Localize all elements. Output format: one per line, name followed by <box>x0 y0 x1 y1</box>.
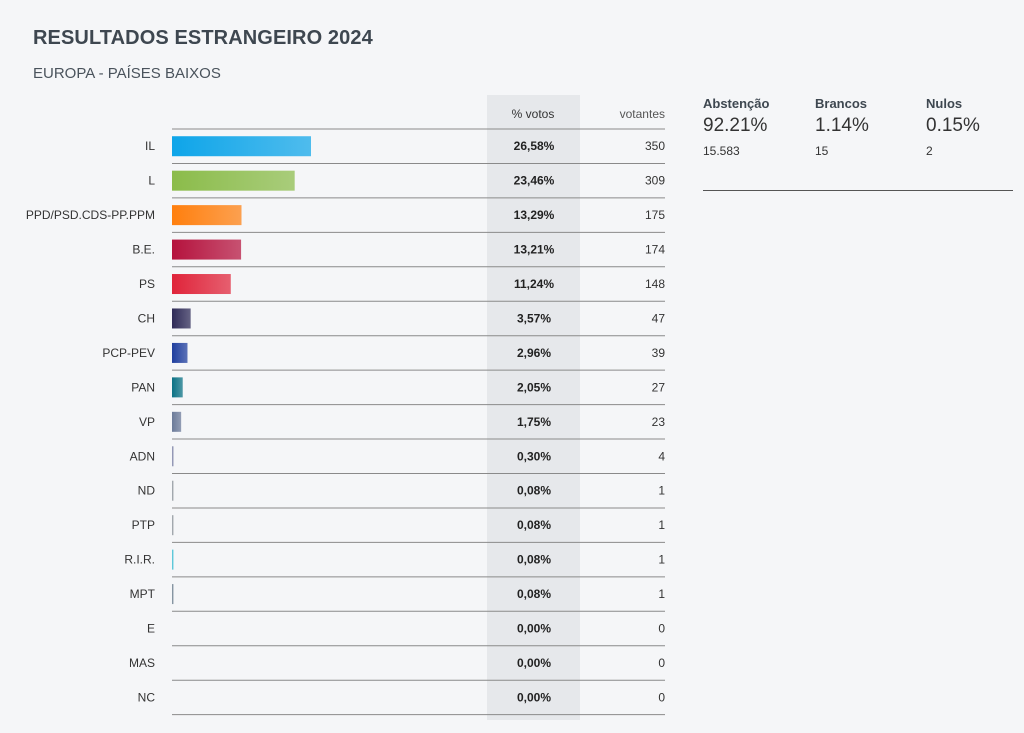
pct-label: 13,21% <box>514 243 555 257</box>
votes-label: 148 <box>645 277 665 291</box>
votes-label: 27 <box>652 380 666 394</box>
bar-r-i-r- <box>172 549 174 570</box>
category-label: B.E. <box>132 243 155 257</box>
votes-label: 309 <box>645 174 665 188</box>
page-subtitle: EUROPA - PAÍSES BAIXOS <box>33 65 221 82</box>
votes-label: 1 <box>658 587 665 601</box>
category-label: IL <box>145 139 155 153</box>
category-label: MAS <box>129 656 155 670</box>
stat-brancos: Brancos 1.14% 15 <box>815 96 925 158</box>
bar-il <box>172 136 311 157</box>
stats-divider <box>703 190 1013 191</box>
category-label: PAN <box>131 380 155 394</box>
bar-ptp <box>172 515 174 536</box>
stat-abstencao: Abstenção 92.21% 15.583 <box>703 96 813 158</box>
stat-count: 2 <box>926 144 933 158</box>
votes-label: 4 <box>658 449 665 463</box>
bar-vp <box>172 411 182 432</box>
category-label: L <box>148 174 155 188</box>
votes-label: 1 <box>658 553 665 567</box>
pct-label: 0,00% <box>517 690 551 704</box>
pct-label: 11,24% <box>514 277 554 291</box>
pct-label: 0,08% <box>517 484 551 498</box>
pct-label: 2,05% <box>517 380 551 394</box>
stat-label: Abstenção <box>703 96 770 111</box>
pct-column-background <box>487 95 580 720</box>
votes-label: 0 <box>658 622 665 636</box>
votes-label: 47 <box>652 311 666 325</box>
pct-column-header: % votos <box>512 107 555 121</box>
page-title: RESULTADOS ESTRANGEIRO 2024 <box>33 27 373 49</box>
category-label: ADN <box>130 449 155 463</box>
pct-label: 3,57% <box>517 311 551 325</box>
bar-ppd-psd-cds-pp-ppm <box>172 205 242 226</box>
results-chart: % votos votantes IL 26,58% 350 L 23,46% 309 PP… <box>0 95 680 720</box>
pct-label: 0,00% <box>517 622 551 636</box>
category-label: PTP <box>132 518 155 532</box>
votes-label: 23 <box>652 415 666 429</box>
bar-b-e- <box>172 239 242 260</box>
category-label: R.I.R. <box>124 553 155 567</box>
pct-label: 0,30% <box>517 449 551 463</box>
pct-label: 1,75% <box>517 415 551 429</box>
stat-percent: 0.15% <box>926 115 980 136</box>
bar-pan <box>172 377 183 398</box>
votes-label: 1 <box>658 484 665 498</box>
stat-label: Brancos <box>815 96 868 111</box>
bar-nd <box>172 480 174 501</box>
votes-column-header: votantes <box>620 107 665 121</box>
votes-label: 0 <box>658 690 665 704</box>
category-label: PPD/PSD.CDS-PP.PPM <box>26 208 155 222</box>
stat-count: 15 <box>815 144 829 158</box>
bar-ch <box>172 308 191 329</box>
category-label: E <box>147 622 155 636</box>
pct-label: 23,46% <box>514 174 555 188</box>
category-label: MPT <box>130 587 156 601</box>
category-label: PS <box>139 277 155 291</box>
votes-label: 350 <box>645 139 665 153</box>
pct-label: 0,00% <box>517 656 551 670</box>
pct-label: 13,29% <box>514 208 555 222</box>
category-label: CH <box>138 311 155 325</box>
results-chart-svg: % votos votantes IL 26,58% 350 L 23,46% 309 PP… <box>26 95 666 720</box>
bar-ps <box>172 274 231 295</box>
stat-count: 15.583 <box>703 144 740 158</box>
category-label: ND <box>138 484 156 498</box>
pct-label: 0,08% <box>517 587 551 601</box>
pct-label: 0,08% <box>517 553 551 567</box>
pct-label: 2,96% <box>517 346 551 360</box>
bar-pcp-pev <box>172 342 188 363</box>
category-label: VP <box>139 415 155 429</box>
pct-label: 0,08% <box>517 518 551 532</box>
stat-label: Nulos <box>926 96 963 111</box>
votes-label: 174 <box>645 243 665 257</box>
votes-label: 175 <box>645 208 665 222</box>
bar-mpt <box>172 584 174 605</box>
votes-label: 39 <box>652 346 666 360</box>
stat-percent: 92.21% <box>703 115 768 136</box>
stat-percent: 1.14% <box>815 115 869 136</box>
bar-l <box>172 170 295 191</box>
bar-adn <box>172 446 174 467</box>
category-label: PCP-PEV <box>102 346 155 360</box>
stat-nulos: Nulos 0.15% 2 <box>926 96 1024 158</box>
category-label: NC <box>138 690 156 704</box>
pct-label: 26,58% <box>514 139 555 153</box>
votes-label: 0 <box>658 656 665 670</box>
votes-label: 1 <box>658 518 665 532</box>
